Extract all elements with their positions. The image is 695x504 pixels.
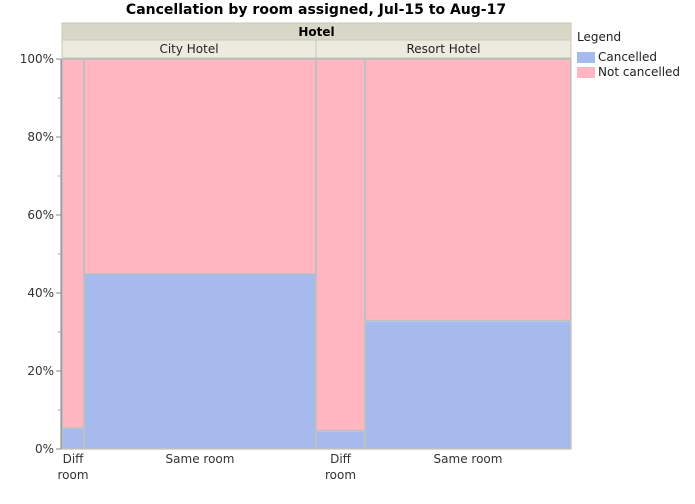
y-tick-label: 60% xyxy=(27,208,54,222)
legend-item-not-cancelled: Not cancelled xyxy=(577,65,680,79)
tile-cancelled xyxy=(63,428,83,448)
tile-outline xyxy=(316,430,365,449)
x-category-label: Same room xyxy=(434,452,503,466)
legend-label-cancelled: Cancelled xyxy=(598,50,657,64)
legend-swatch-cancelled xyxy=(577,51,595,63)
chart-title: Cancellation by room assigned, Jul-15 to… xyxy=(125,2,507,18)
y-tick-label: 80% xyxy=(27,130,54,144)
legend-swatch-not-cancelled xyxy=(577,66,595,78)
tile-outline xyxy=(365,59,571,321)
y-tick-label: 40% xyxy=(27,286,54,300)
x-category-label: Same room xyxy=(166,452,235,466)
legend-label-not-cancelled: Not cancelled xyxy=(598,65,681,79)
legend-item-cancelled: Cancelled xyxy=(577,50,657,64)
tile-not-cancelled xyxy=(85,60,315,274)
hotel-header-label: Resort Hotel xyxy=(406,42,480,56)
tile-not-cancelled xyxy=(317,60,364,431)
tile-outline xyxy=(62,59,84,429)
tile-outline xyxy=(62,427,84,449)
x-category-label: Diff room xyxy=(325,452,356,482)
hotel-header-label: City Hotel xyxy=(159,42,218,56)
y-tick-label: 0% xyxy=(35,442,54,456)
tile-cancelled xyxy=(366,321,570,448)
legend-title: Legend xyxy=(577,30,622,44)
tile-outline xyxy=(365,320,571,449)
tile-not-cancelled xyxy=(63,60,83,428)
group-header-label: Hotel xyxy=(298,25,334,39)
x-category-label: Diff room xyxy=(57,452,88,482)
tile-not-cancelled xyxy=(366,60,570,321)
y-tick-label: 100% xyxy=(20,52,54,66)
tile-outline xyxy=(84,273,316,449)
tile-cancelled xyxy=(317,431,364,448)
hotel-header-band xyxy=(315,39,572,59)
y-tick-label: 20% xyxy=(27,364,54,378)
tile-cancelled xyxy=(85,274,315,448)
